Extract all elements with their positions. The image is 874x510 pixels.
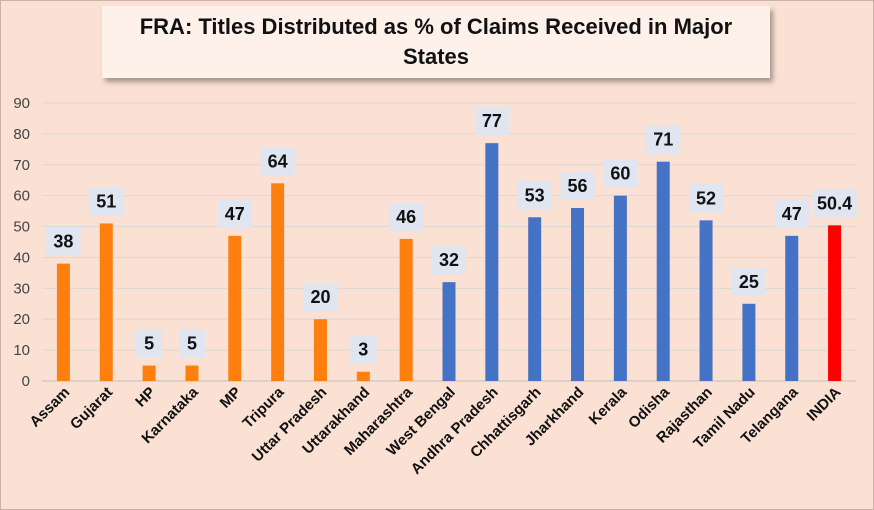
y-tick-label: 0 — [22, 373, 30, 390]
bar — [571, 208, 585, 381]
y-tick-label: 30 — [13, 280, 30, 297]
bar — [399, 238, 413, 381]
y-tick-label: 40 — [13, 249, 30, 266]
y-tick-label: 80 — [13, 126, 30, 143]
data-label: 38 — [53, 232, 73, 252]
x-tick-label: Kerala — [586, 383, 631, 428]
data-label-box — [517, 181, 552, 210]
data-label-box — [731, 267, 766, 296]
bar — [442, 282, 456, 381]
bar — [656, 161, 670, 381]
data-label: 51 — [96, 191, 116, 211]
data-label-box — [689, 184, 724, 213]
data-label: 50.4 — [817, 193, 852, 213]
data-label: 77 — [482, 111, 502, 131]
bar — [99, 223, 113, 381]
data-label-box — [432, 246, 466, 275]
data-label: 20 — [310, 287, 330, 307]
data-label-box — [350, 335, 377, 364]
data-label: 47 — [225, 204, 245, 224]
data-label: 52 — [696, 188, 716, 208]
data-label-box — [474, 107, 509, 136]
y-tick-label: 60 — [13, 188, 30, 205]
bar — [828, 225, 842, 381]
bar — [742, 303, 756, 381]
data-labels: 38 51 5 5 47 64 20 3 46 32 77 53 56 60 71 52 25 47 50.4 — [46, 107, 857, 364]
bar — [485, 143, 499, 381]
data-label: 47 — [782, 204, 802, 224]
data-label: 5 — [144, 334, 154, 354]
data-label-box — [812, 189, 857, 218]
data-label-box — [217, 199, 252, 228]
data-label-box — [260, 147, 295, 176]
bar — [271, 183, 285, 381]
data-label-box — [560, 172, 595, 201]
bar — [185, 365, 199, 381]
data-label: 25 — [739, 272, 759, 292]
data-label: 53 — [525, 185, 545, 205]
y-tick-label: 50 — [13, 219, 30, 236]
y-tick-label: 90 — [13, 95, 30, 112]
data-label: 46 — [396, 207, 416, 227]
bar — [699, 220, 713, 381]
x-tick-label: Gujarat — [67, 384, 116, 433]
y-tick-label: 70 — [13, 157, 30, 174]
data-label-box — [646, 125, 681, 154]
y-tick-label: 10 — [13, 342, 30, 359]
bar — [313, 319, 327, 381]
bar — [613, 195, 627, 381]
y-tick-label: 20 — [13, 311, 30, 328]
data-label: 64 — [268, 151, 288, 171]
data-label-box — [178, 329, 205, 358]
data-label-box — [389, 202, 424, 231]
bar — [356, 371, 370, 381]
data-label-box — [46, 227, 81, 256]
x-tick-label: HP — [132, 384, 159, 411]
data-label-box — [603, 159, 638, 188]
y-axis-ticks: 0 10 20 30 40 50 60 70 80 90 — [13, 95, 30, 390]
bar — [56, 263, 70, 381]
data-label: 60 — [610, 164, 630, 184]
data-label-box — [89, 187, 124, 216]
bars — [56, 143, 842, 381]
bar — [528, 217, 542, 381]
data-label: 32 — [439, 250, 459, 270]
data-label: 3 — [358, 340, 368, 360]
x-tick-label: Uttar Pradesh — [249, 384, 331, 466]
x-tick-label: INDIA — [804, 384, 845, 425]
x-tick-label: Assam — [26, 384, 73, 431]
bar — [785, 235, 799, 381]
bar — [228, 235, 242, 381]
data-label: 56 — [568, 176, 588, 196]
data-label-box — [774, 199, 809, 228]
data-label-box — [136, 329, 163, 358]
chart-title: FRA: Titles Distributed as % of Claims R… — [139, 14, 733, 69]
chart-title-box: FRA: Titles Distributed as % of Claims R… — [102, 6, 770, 78]
bar — [142, 365, 156, 381]
data-label: 5 — [187, 334, 197, 354]
data-label-box — [303, 283, 338, 312]
data-label: 71 — [653, 130, 673, 150]
x-tick-label: MP — [217, 384, 245, 412]
